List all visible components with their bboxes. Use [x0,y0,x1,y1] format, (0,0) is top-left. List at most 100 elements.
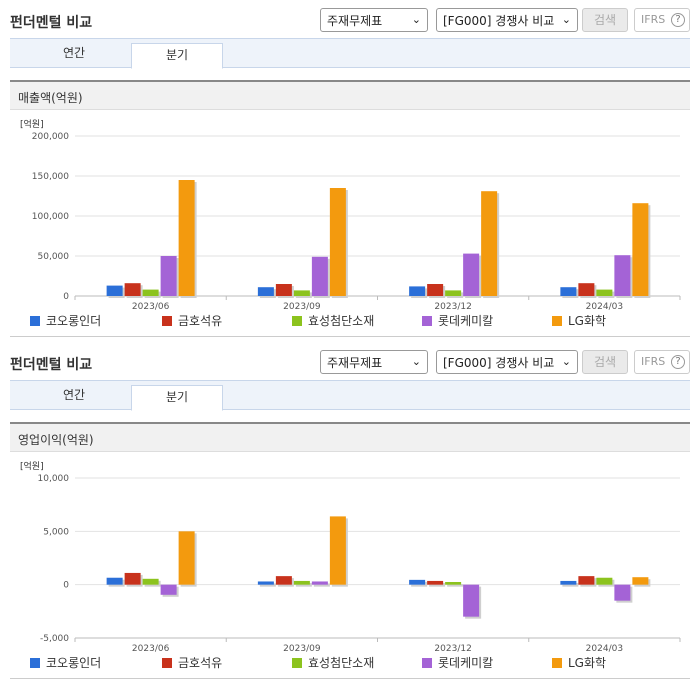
legend-item[interactable]: 코오롱인더 [30,312,101,329]
bar [142,578,159,585]
bar [106,285,123,296]
legend-item[interactable]: 효성첨단소재 [292,312,374,329]
y-tick-label: 200,000 [32,132,69,142]
legend-swatch [292,316,302,326]
x-tick-label: 2023/09 [283,644,321,652]
bar [160,584,177,595]
legend-swatch [162,316,172,326]
tab-annual[interactable]: 연간 [62,388,86,402]
chart-legend: 코오롱인더 금호석유 효성첨단소재 롯데케미칼 LG화학 [30,654,690,672]
legend-label: 금호석유 [178,314,223,328]
bar [614,584,631,601]
tab-annual[interactable]: 연간 [62,46,86,60]
legend-item[interactable]: 효성첨단소재 [292,654,374,671]
legend-item[interactable]: 코오롱인더 [30,654,101,671]
help-icon[interactable]: ? [671,355,685,369]
y-tick-label: 150,000 [32,172,69,182]
divider [10,336,690,337]
legend-swatch [552,658,562,668]
chevron-down-icon: ⌄ [411,13,421,26]
bar [293,580,310,585]
y-tick-label: 100,000 [32,212,69,222]
bar [409,579,426,585]
bar [257,581,274,585]
bar [427,580,444,585]
divider [10,678,690,679]
bar [124,283,141,296]
bar [596,289,613,296]
legend-item[interactable]: 금호석유 [162,312,222,329]
bar-shadow [447,584,464,587]
x-tick-label: 2023/12 [434,644,471,652]
bar [178,180,195,296]
bar [427,284,444,296]
bar [578,576,595,585]
y-tick-label: 50,000 [38,252,70,262]
comparison-select[interactable]: [FG000] 경쟁사 비교 ⌄ [436,8,578,32]
legend-item[interactable]: 금호석유 [162,654,222,671]
section-title: 영업이익(억원) [10,422,690,452]
legend-label: 코오롱인더 [46,314,102,328]
revenue-chart: [억원] 200,000 150,000 100,000 50,000 0 2023/06 2… [20,118,681,310]
legend-item[interactable]: LG화학 [552,312,606,329]
comparison-select-value: [FG000] 경쟁사 비교 [443,356,555,370]
legend-swatch [552,316,562,326]
legend-label: LG화학 [568,314,607,328]
bar [311,581,328,585]
legend-swatch [292,658,302,668]
y-tick-label: 0 [63,581,69,591]
bar-shadow [313,583,330,587]
statement-select[interactable]: 주재무제표 ⌄ [320,8,428,32]
ifrs-button[interactable]: IFRS? [634,8,690,32]
bar [632,203,649,296]
unit-label: [억원] [20,118,44,130]
chevron-down-icon: ⌄ [561,13,571,26]
bar [481,191,498,296]
chevron-down-icon: ⌄ [411,355,421,368]
panel-title: 펀더멘털 비교 [10,15,93,31]
section-title: 매출액(억원) [10,80,690,110]
bar [275,576,292,585]
panel-header: 펀더멘털 비교 주재무제표 ⌄ [FG000] 경쟁사 비교 ⌄ 검색 IFRS? [0,0,696,40]
legend-item[interactable]: 롯데케미칼 [422,312,493,329]
bar [632,577,649,585]
x-tick-label: 2023/06 [132,302,170,310]
legend-label: 효성첨단소재 [308,314,375,328]
tab-quarter[interactable]: 분기 [131,43,223,69]
legend-label: 코오롱인더 [46,656,102,670]
bar [445,582,462,585]
period-tabs: 연간 분기 [10,380,690,411]
tab-quarter[interactable]: 분기 [131,385,223,411]
statement-select[interactable]: 주재무제표 ⌄ [320,350,428,374]
legend-label: 롯데케미칼 [438,656,494,670]
ifrs-button[interactable]: IFRS? [634,350,690,374]
help-icon[interactable]: ? [671,13,685,27]
bar [463,253,480,296]
search-button[interactable]: 검색 [582,8,628,32]
ifrs-label: IFRS [641,13,666,26]
legend-item[interactable]: 롯데케미칼 [422,654,493,671]
bar [409,286,426,296]
x-tick-label: 2024/03 [586,644,623,652]
x-tick-label: 2023/06 [132,644,170,652]
chart-legend: 코오롱인더 금호석유 효성첨단소재 롯데케미칼 LG화학 [30,312,690,330]
unit-label: [억원] [20,460,44,472]
operating-profit-chart: [억원] 10,000 5,000 0 -5,000 2023/06 2023/09 2023… [20,460,681,652]
statement-select-value: 주재무제표 [327,356,383,370]
bar [178,531,195,585]
bar [329,516,346,585]
period-tabs: 연간 분기 [10,38,690,69]
comparison-select[interactable]: [FG000] 경쟁사 비교 ⌄ [436,350,578,374]
legend-swatch [30,658,40,668]
bar [293,290,310,296]
bar [160,256,177,296]
panel-title: 펀더멘털 비교 [10,357,93,373]
bar-shadow [295,582,312,587]
bar [578,283,595,296]
operating-profit-panel: 펀더멘털 비교 주재무제표 ⌄ [FG000] 경쟁사 비교 ⌄ 검색 IFRS? … [0,342,696,684]
search-button[interactable]: 검색 [582,350,628,374]
bar [257,287,274,296]
legend-item[interactable]: LG화학 [552,654,606,671]
bar [142,289,159,296]
y-tick-label: -5,000 [40,634,69,644]
